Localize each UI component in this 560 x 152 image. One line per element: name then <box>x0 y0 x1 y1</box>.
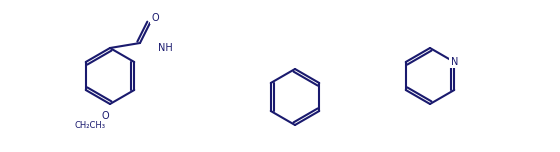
Text: O: O <box>101 111 109 121</box>
Text: N: N <box>451 57 458 67</box>
Text: NH: NH <box>157 43 172 53</box>
Text: O: O <box>151 13 159 23</box>
Text: CH₂CH₃: CH₂CH₃ <box>74 121 105 131</box>
